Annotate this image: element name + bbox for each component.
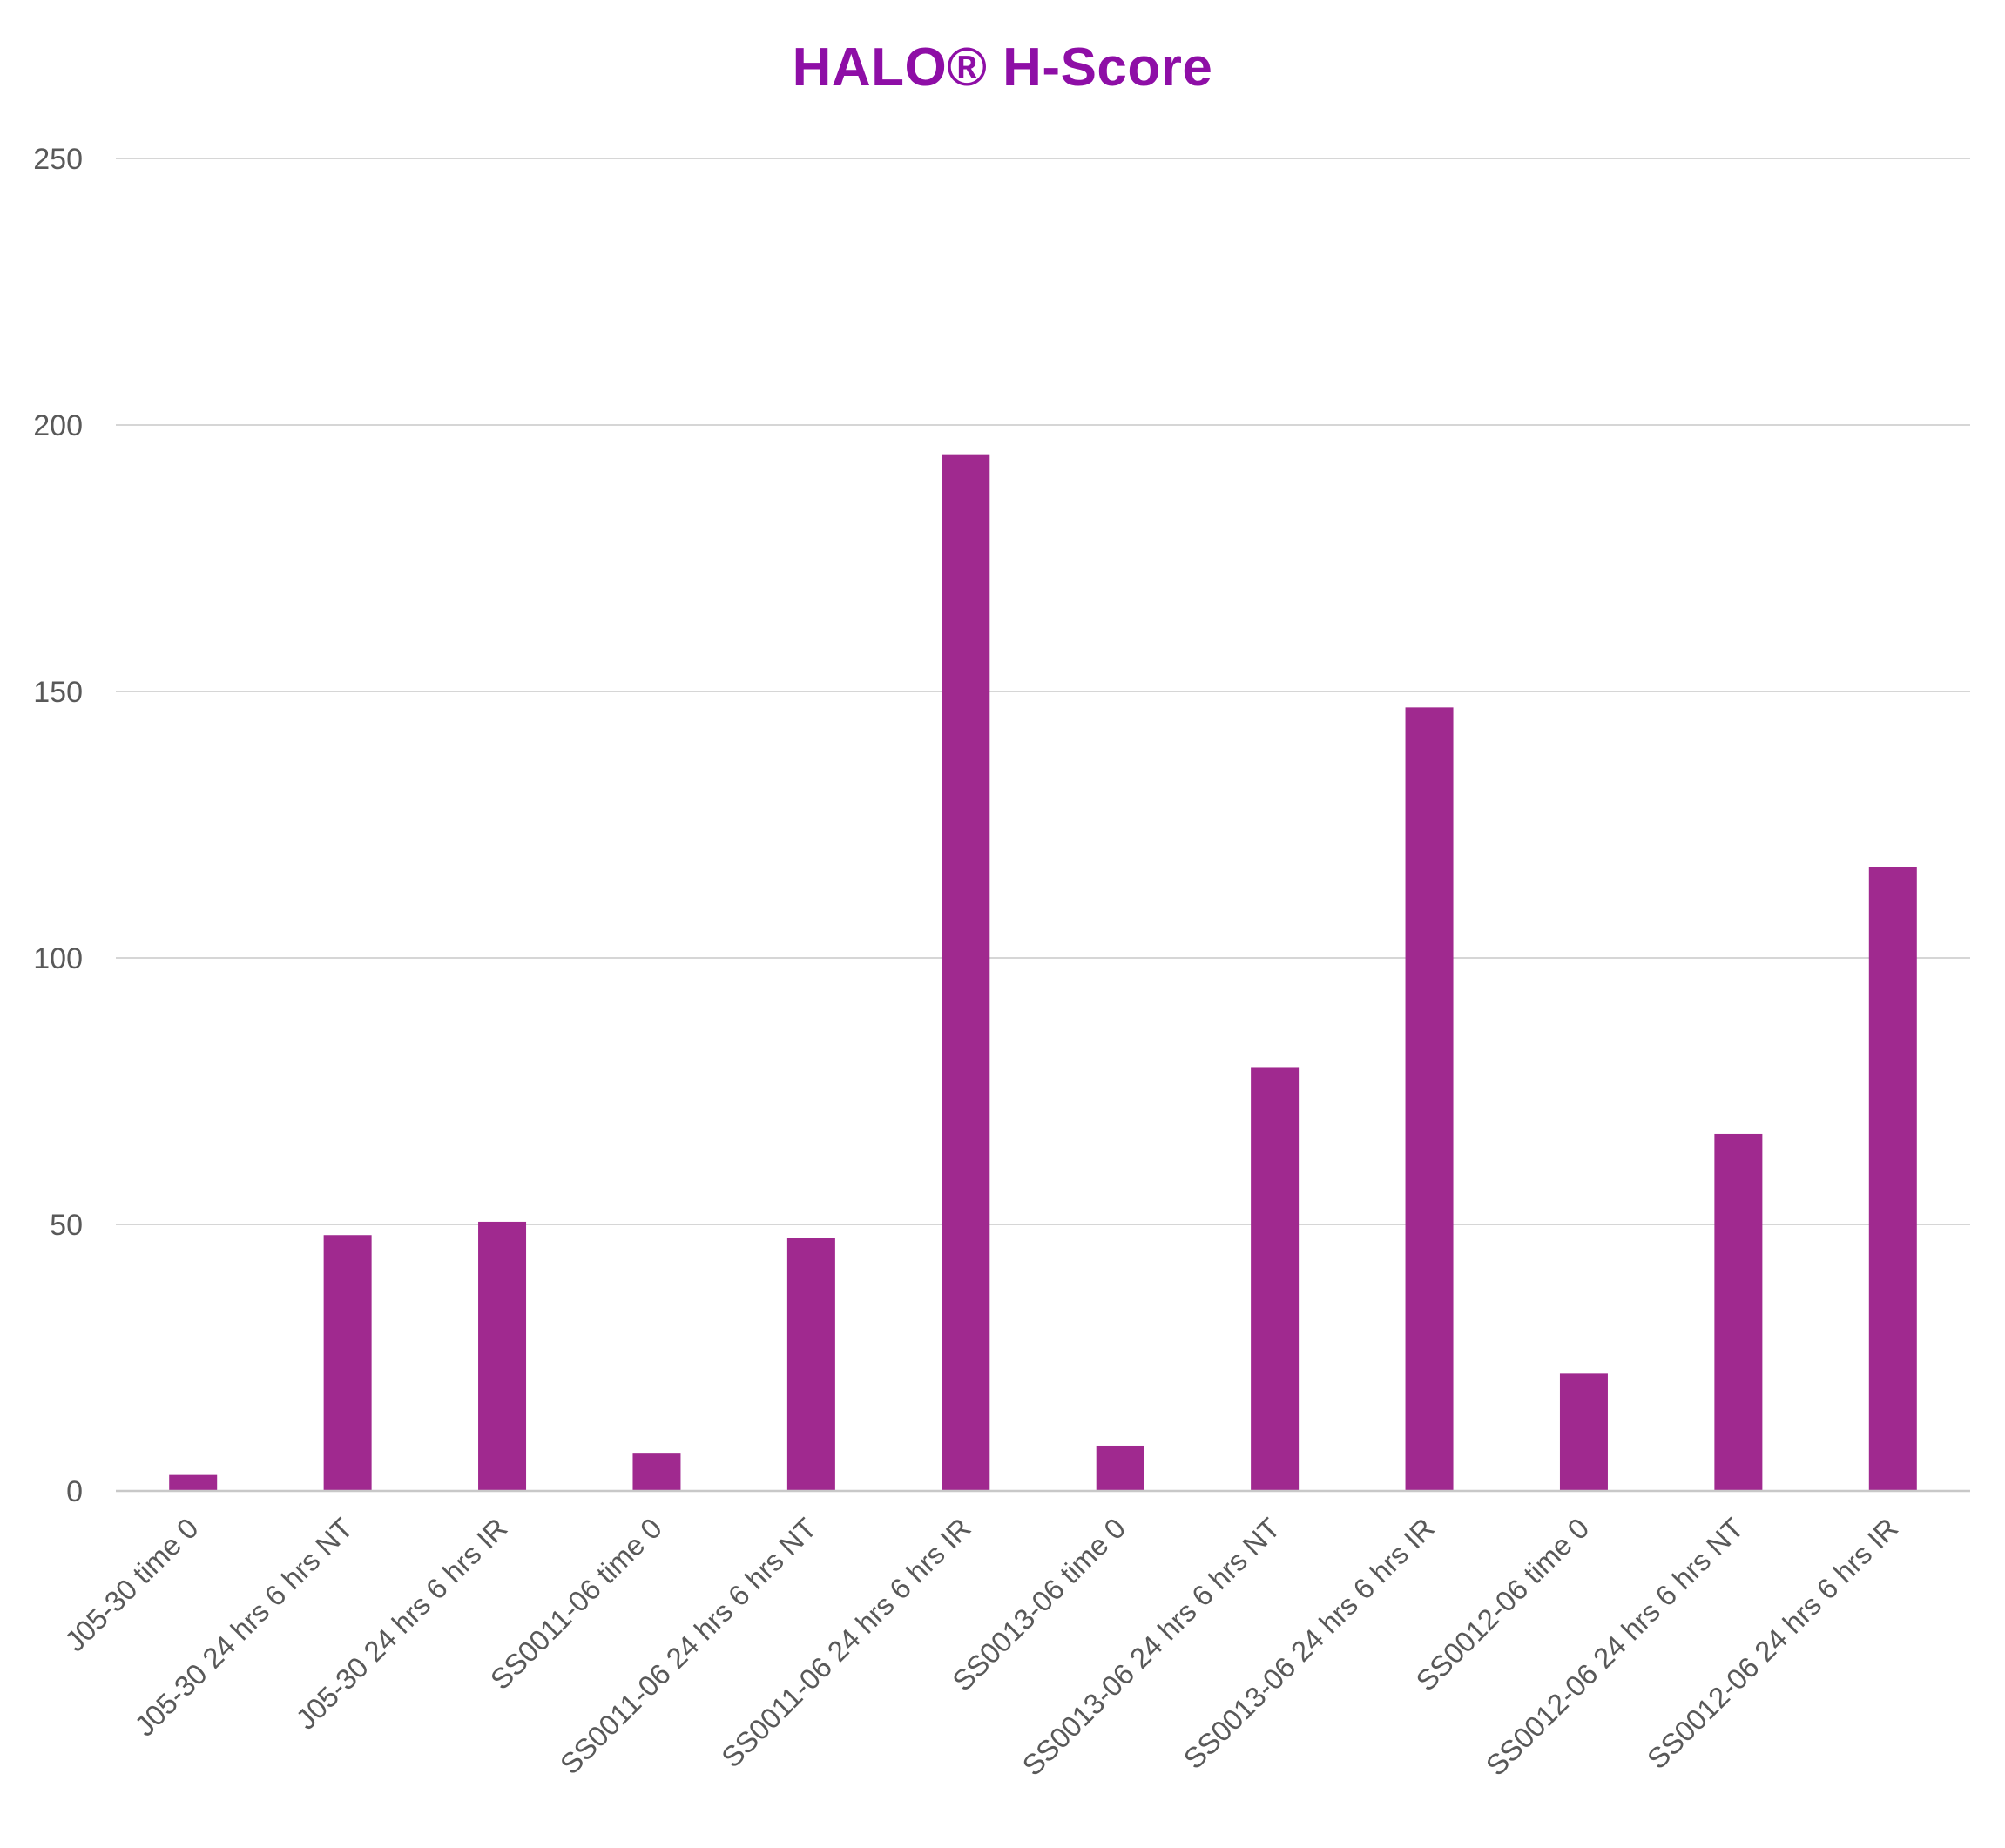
gridlines — [116, 158, 1970, 1225]
y-tick-label: 200 — [33, 409, 83, 442]
bar — [1868, 867, 1917, 1491]
y-tick-label: 0 — [66, 1475, 83, 1508]
bar — [1714, 1133, 1763, 1491]
x-tick-label: SS0011-06 24 hrs 6 hrs NT — [554, 1512, 822, 1780]
x-tick-label: J05-30 time 0 — [58, 1512, 205, 1658]
bar — [478, 1221, 527, 1491]
y-tick-label: 150 — [33, 676, 83, 709]
bar — [169, 1474, 218, 1491]
bar — [1559, 1373, 1608, 1491]
bar — [632, 1453, 681, 1491]
bar — [942, 454, 990, 1492]
x-tick-label: SS0011-06 24 hrs 6 hrs IR — [715, 1512, 977, 1774]
x-tick-label: SS0013-06 time 0 — [946, 1512, 1131, 1697]
bar — [1405, 707, 1454, 1491]
x-tick-label: SS0013-06 24 hrs 6 hrs NT — [1016, 1512, 1286, 1782]
x-tick-label: SS0012-06 time 0 — [1409, 1512, 1595, 1697]
x-tick-label: SS0012-06 24 hrs 6 hrs NT — [1480, 1512, 1750, 1782]
x-tick-label: SS0012-06 24 hrs 6 hrs IR — [1641, 1512, 1904, 1775]
chart-title: HALO® H-Score — [792, 37, 1213, 98]
bars — [169, 454, 1917, 1492]
y-tick-label: 50 — [50, 1209, 83, 1242]
bar — [1251, 1067, 1300, 1491]
bar — [786, 1238, 835, 1491]
bar — [1096, 1445, 1144, 1491]
x-tick-label: SS0013-06 24 hrs 6 hrs IR — [1178, 1512, 1441, 1775]
y-axis-tick-labels: 0 50 100 150 200 250 — [33, 143, 83, 1508]
bar — [323, 1235, 372, 1491]
y-tick-label: 250 — [33, 143, 83, 176]
y-tick-label: 100 — [33, 942, 83, 975]
x-tick-label: SS0011-06 time 0 — [484, 1512, 668, 1696]
